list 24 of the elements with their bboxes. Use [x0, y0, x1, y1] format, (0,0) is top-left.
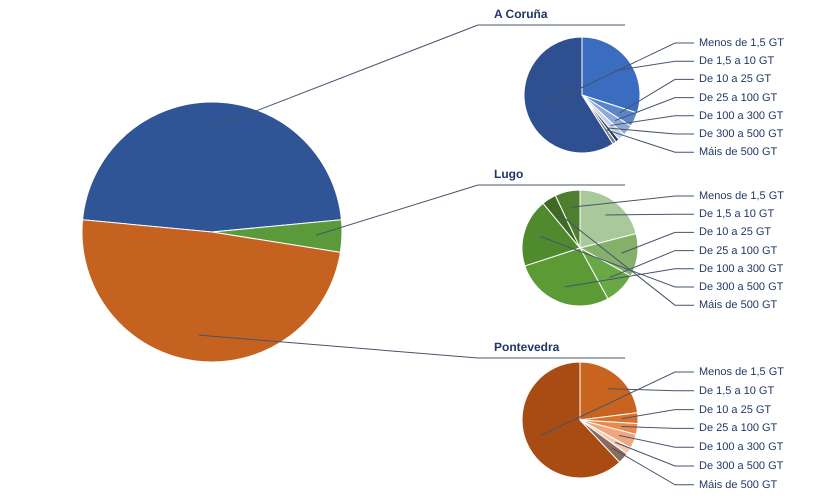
- slice-label: Máis de 500 GT: [699, 479, 778, 491]
- slice-label: De 100 a 300 GT: [699, 263, 784, 275]
- chart-title: Lugo: [494, 167, 524, 181]
- slice-label: Menos de 1,5 GT: [699, 366, 784, 378]
- slice-label: De 300 a 500 GT: [699, 460, 784, 472]
- slice-label: De 1,5 a 10 GT: [699, 385, 774, 397]
- chart-title: A Coruña: [494, 7, 548, 21]
- slice-label: De 25 a 100 GT: [699, 92, 778, 104]
- slice-label: De 1,5 a 10 GT: [699, 208, 774, 220]
- slice-label: Menos de 1,5 GT: [699, 190, 784, 202]
- slice-label: De 10 a 25 GT: [699, 73, 772, 85]
- slice-label: De 25 a 100 GT: [699, 422, 778, 434]
- slice-label: De 10 a 25 GT: [699, 404, 772, 416]
- slice-label: De 100 a 300 GT: [699, 441, 784, 453]
- chart-title: Pontevedra: [494, 340, 560, 354]
- slice-label: De 300 a 500 GT: [699, 128, 784, 140]
- slice-label: De 10 a 25 GT: [699, 226, 772, 238]
- slice-label: De 300 a 500 GT: [699, 281, 784, 293]
- slice-label: Máis de 500 GT: [699, 146, 778, 158]
- slice-label: De 25 a 100 GT: [699, 245, 778, 257]
- slice-label: Máis de 500 GT: [699, 299, 778, 311]
- slice-label: Menos de 1,5 GT: [699, 37, 784, 49]
- slice-label: De 100 a 300 GT: [699, 110, 784, 122]
- slice-label: De 1,5 a 10 GT: [699, 55, 774, 67]
